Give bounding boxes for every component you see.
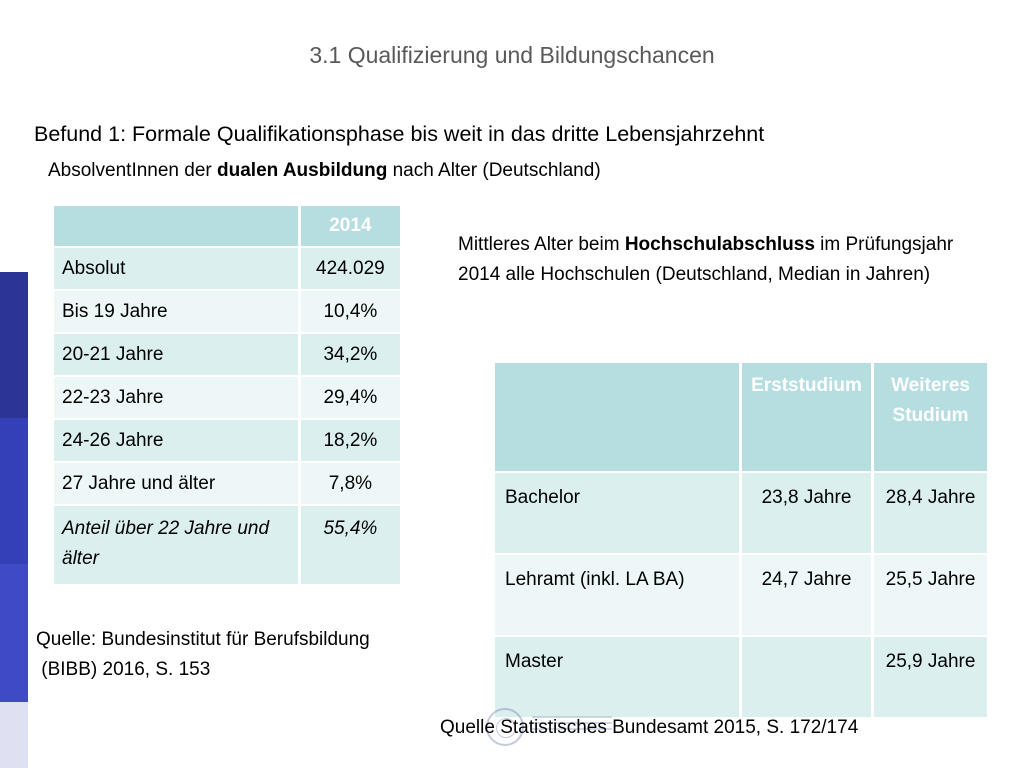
source-destatis: Quelle Statistisches Bundesamt 2015, S. …	[440, 717, 859, 738]
table-cell: 424.029	[297, 247, 400, 291]
table-row: Bis 19 Jahre 10,4%	[54, 290, 400, 334]
table-header-cell	[54, 206, 300, 248]
table-cell	[738, 636, 873, 719]
table-cell: 27 Jahre und älter	[54, 462, 300, 506]
table-header-cell: Erststudium	[738, 363, 873, 473]
table-cell: 34,2%	[297, 333, 400, 377]
table-cell: 28,4 Jahre	[871, 472, 987, 555]
table-cell: Bachelor	[495, 472, 741, 555]
table-cell: Bis 19 Jahre	[54, 290, 300, 334]
table-cell: 29,4%	[297, 376, 400, 420]
table-row: 27 Jahre und älter 7,8%	[54, 462, 400, 506]
table-cell: 55,4%	[297, 505, 400, 586]
table-row-summary: Anteil über 22 Jahre und älter 55,4%	[54, 505, 400, 586]
dual-training-age-table: 2014 Absolut 424.029 Bis 19 Jahre 10,4% …	[54, 206, 400, 586]
slide-title: 3.1 Qualifizierung und Bildungschancen	[309, 42, 715, 68]
table-row: 22-23 Jahre 29,4%	[54, 376, 400, 420]
table-row: 24-26 Jahre 18,2%	[54, 419, 400, 463]
table-cell: 24-26 Jahre	[54, 419, 300, 463]
table-cell: 10,4%	[297, 290, 400, 334]
table-cell: 20-21 Jahre	[54, 333, 300, 377]
table-header-cell: Weiteres Studium	[871, 363, 987, 473]
table-cell: Absolut	[54, 247, 300, 291]
table-row: Master 25,9 Jahre	[495, 636, 987, 719]
table-header-row: 2014	[54, 206, 400, 248]
table-cell: 24,7 Jahre	[738, 554, 873, 637]
table-row: Lehramt (inkl. LA BA) 24,7 Jahre 25,5 Ja…	[495, 554, 987, 637]
table-cell: 23,8 Jahre	[738, 472, 873, 555]
table-row: Absolut 424.029	[54, 247, 400, 291]
source-line: Quelle: Bundesinstitut für Berufsbildung	[36, 629, 370, 650]
table-cell: 18,2%	[297, 419, 400, 463]
accent-bar-segment	[0, 564, 28, 702]
table-cell: Master	[495, 636, 741, 719]
table-cell: Anteil über 22 Jahre und älter	[54, 505, 300, 586]
table-cell: 22-23 Jahre	[54, 376, 300, 420]
table-row: 20-21 Jahre 34,2%	[54, 333, 400, 377]
table-header-cell: 2014	[297, 206, 400, 248]
finding-heading: Befund 1: Formale Qualifikationsphase bi…	[34, 122, 765, 146]
source-bibb: Quelle: Bundesinstitut für Berufsbildung…	[36, 625, 476, 685]
table1-caption: AbsolventInnen der dualen Ausbildung nac…	[48, 160, 601, 181]
graduation-age-table: Erststudium Weiteres Studium Bachelor 23…	[495, 363, 987, 719]
accent-bar-segment	[0, 418, 28, 564]
table-cell: 25,9 Jahre	[871, 636, 987, 719]
table-cell: 25,5 Jahre	[871, 554, 987, 637]
table-header-cell	[495, 363, 741, 473]
university-seal-logo-icon	[456, 706, 616, 750]
accent-bar-segment	[0, 272, 28, 418]
table2-caption: Mittleres Alter beim Hochschulabschluss …	[458, 234, 954, 285]
table-cell: Lehramt (inkl. LA BA)	[495, 554, 741, 637]
table-header-row: Erststudium Weiteres Studium	[495, 363, 987, 473]
accent-bar-segment	[0, 702, 28, 768]
table-row: Bachelor 23,8 Jahre 28,4 Jahre	[495, 472, 987, 555]
source-line: (BIBB) 2016, S. 153	[36, 659, 211, 680]
table-cell: 7,8%	[297, 462, 400, 506]
